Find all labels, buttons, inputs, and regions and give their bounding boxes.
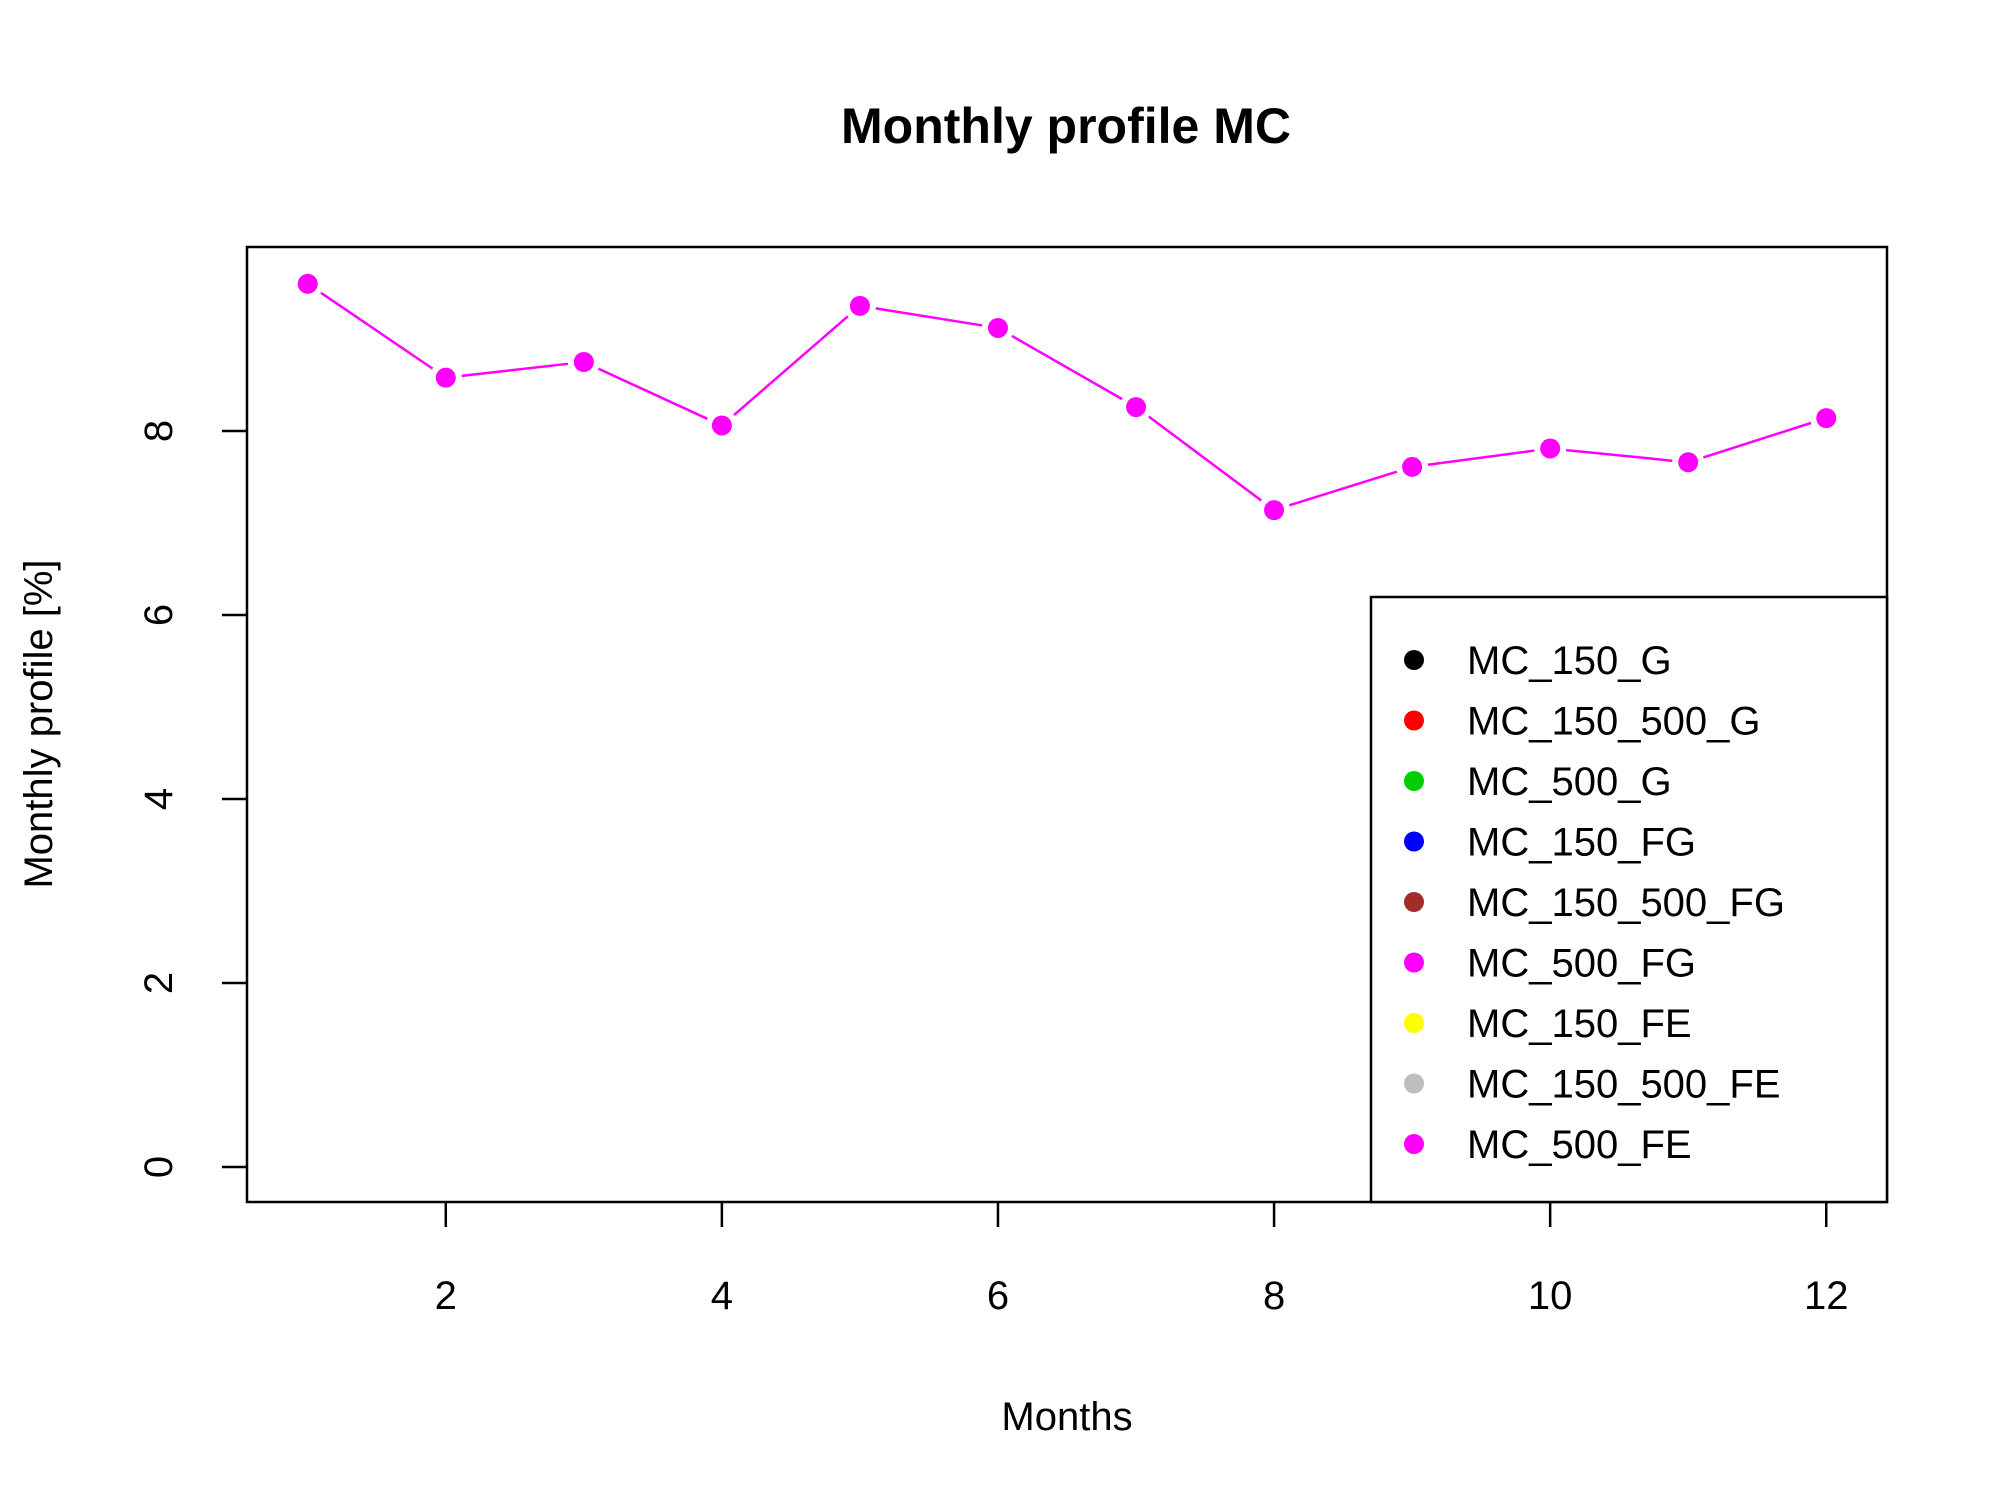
- series-0-point-10: [1540, 438, 1561, 459]
- series-0-point-2: [435, 367, 456, 388]
- legend-marker-0: [1404, 650, 1424, 670]
- legend-marker-6: [1404, 1013, 1424, 1033]
- x-axis-label: Months: [1001, 1395, 1132, 1439]
- legend-marker-7: [1404, 1073, 1424, 1094]
- x-tick-label-10: 10: [1528, 1274, 1573, 1318]
- series-0-segment-6: [1011, 334, 1123, 401]
- legend-label-1: MC_150_500_G: [1467, 700, 1761, 744]
- y-tick-label-6: 6: [137, 604, 181, 626]
- legend-marker-3: [1404, 831, 1424, 852]
- series-0-segment-4: [733, 315, 849, 416]
- series-0-point-9: [1402, 456, 1423, 477]
- series-0-segment-8: [1288, 470, 1398, 507]
- series-layer: [297, 273, 1837, 521]
- legend-box: [1369, 595, 1889, 1204]
- legend-label-3: MC_150_FG: [1467, 821, 1696, 865]
- y-tick-label-4: 4: [137, 788, 181, 810]
- y-axis-label: Monthly profile [%]: [17, 559, 61, 888]
- y-tick-label-0: 0: [137, 1156, 181, 1178]
- y-tick-label-2: 2: [137, 972, 181, 994]
- series-0-point-6: [987, 317, 1008, 338]
- series-0-point-12: [1816, 408, 1837, 429]
- series-0-segment-10: [1565, 448, 1673, 462]
- x-tick-label-2: 2: [435, 1274, 457, 1318]
- legend-marker-5: [1404, 952, 1424, 973]
- legend-label-6: MC_150_FE: [1467, 1002, 1692, 1046]
- legend-marker-4: [1404, 892, 1424, 912]
- series-0-segment-5: [875, 307, 983, 327]
- x-tick-label-4: 4: [711, 1274, 733, 1318]
- legend-marker-2: [1404, 771, 1424, 791]
- legend-marker-8: [1404, 1134, 1424, 1154]
- series-0-segment-3: [597, 367, 708, 420]
- series-0-point-5: [849, 295, 870, 316]
- legend-marker-1: [1404, 710, 1424, 731]
- series-0-segment-9: [1427, 449, 1535, 467]
- x-tick-label-6: 6: [987, 1274, 1009, 1318]
- legend-label-5: MC_500_FG: [1467, 942, 1696, 986]
- legend-label-4: MC_150_500_FG: [1467, 881, 1785, 925]
- series-0-point-4: [711, 415, 732, 436]
- legend-label-7: MC_150_500_FE: [1467, 1063, 1781, 1107]
- series-0-point-3: [573, 352, 594, 373]
- chart-title: Monthly profile MC: [841, 98, 1291, 154]
- series-0-segment-2: [461, 362, 569, 378]
- legend-label-0: MC_150_G: [1467, 639, 1672, 683]
- legend: MC_150_G MC_150_500_G MC_500_G MC_150_FG MC_…: [1369, 595, 1889, 1204]
- series-0-point-1: [297, 273, 318, 294]
- x-axis: 2 4 6 8 10 12: [435, 1202, 1849, 1318]
- legend-label-8: MC_500_FE: [1467, 1123, 1692, 1167]
- x-tick-label-8: 8: [1263, 1274, 1285, 1318]
- y-axis: 0 2 4 6 8: [137, 420, 247, 1178]
- y-tick-label-8: 8: [137, 420, 181, 442]
- series-0-segment-7: [1148, 415, 1262, 502]
- series-0-point-7: [1126, 397, 1147, 418]
- series-0-point-8: [1264, 500, 1285, 521]
- series-0-point-11: [1678, 452, 1699, 473]
- x-tick-label-12: 12: [1804, 1274, 1849, 1318]
- series-0-segment-11: [1703, 421, 1812, 459]
- legend-label-2: MC_500_G: [1467, 760, 1672, 804]
- series-0-segment-1: [320, 291, 434, 370]
